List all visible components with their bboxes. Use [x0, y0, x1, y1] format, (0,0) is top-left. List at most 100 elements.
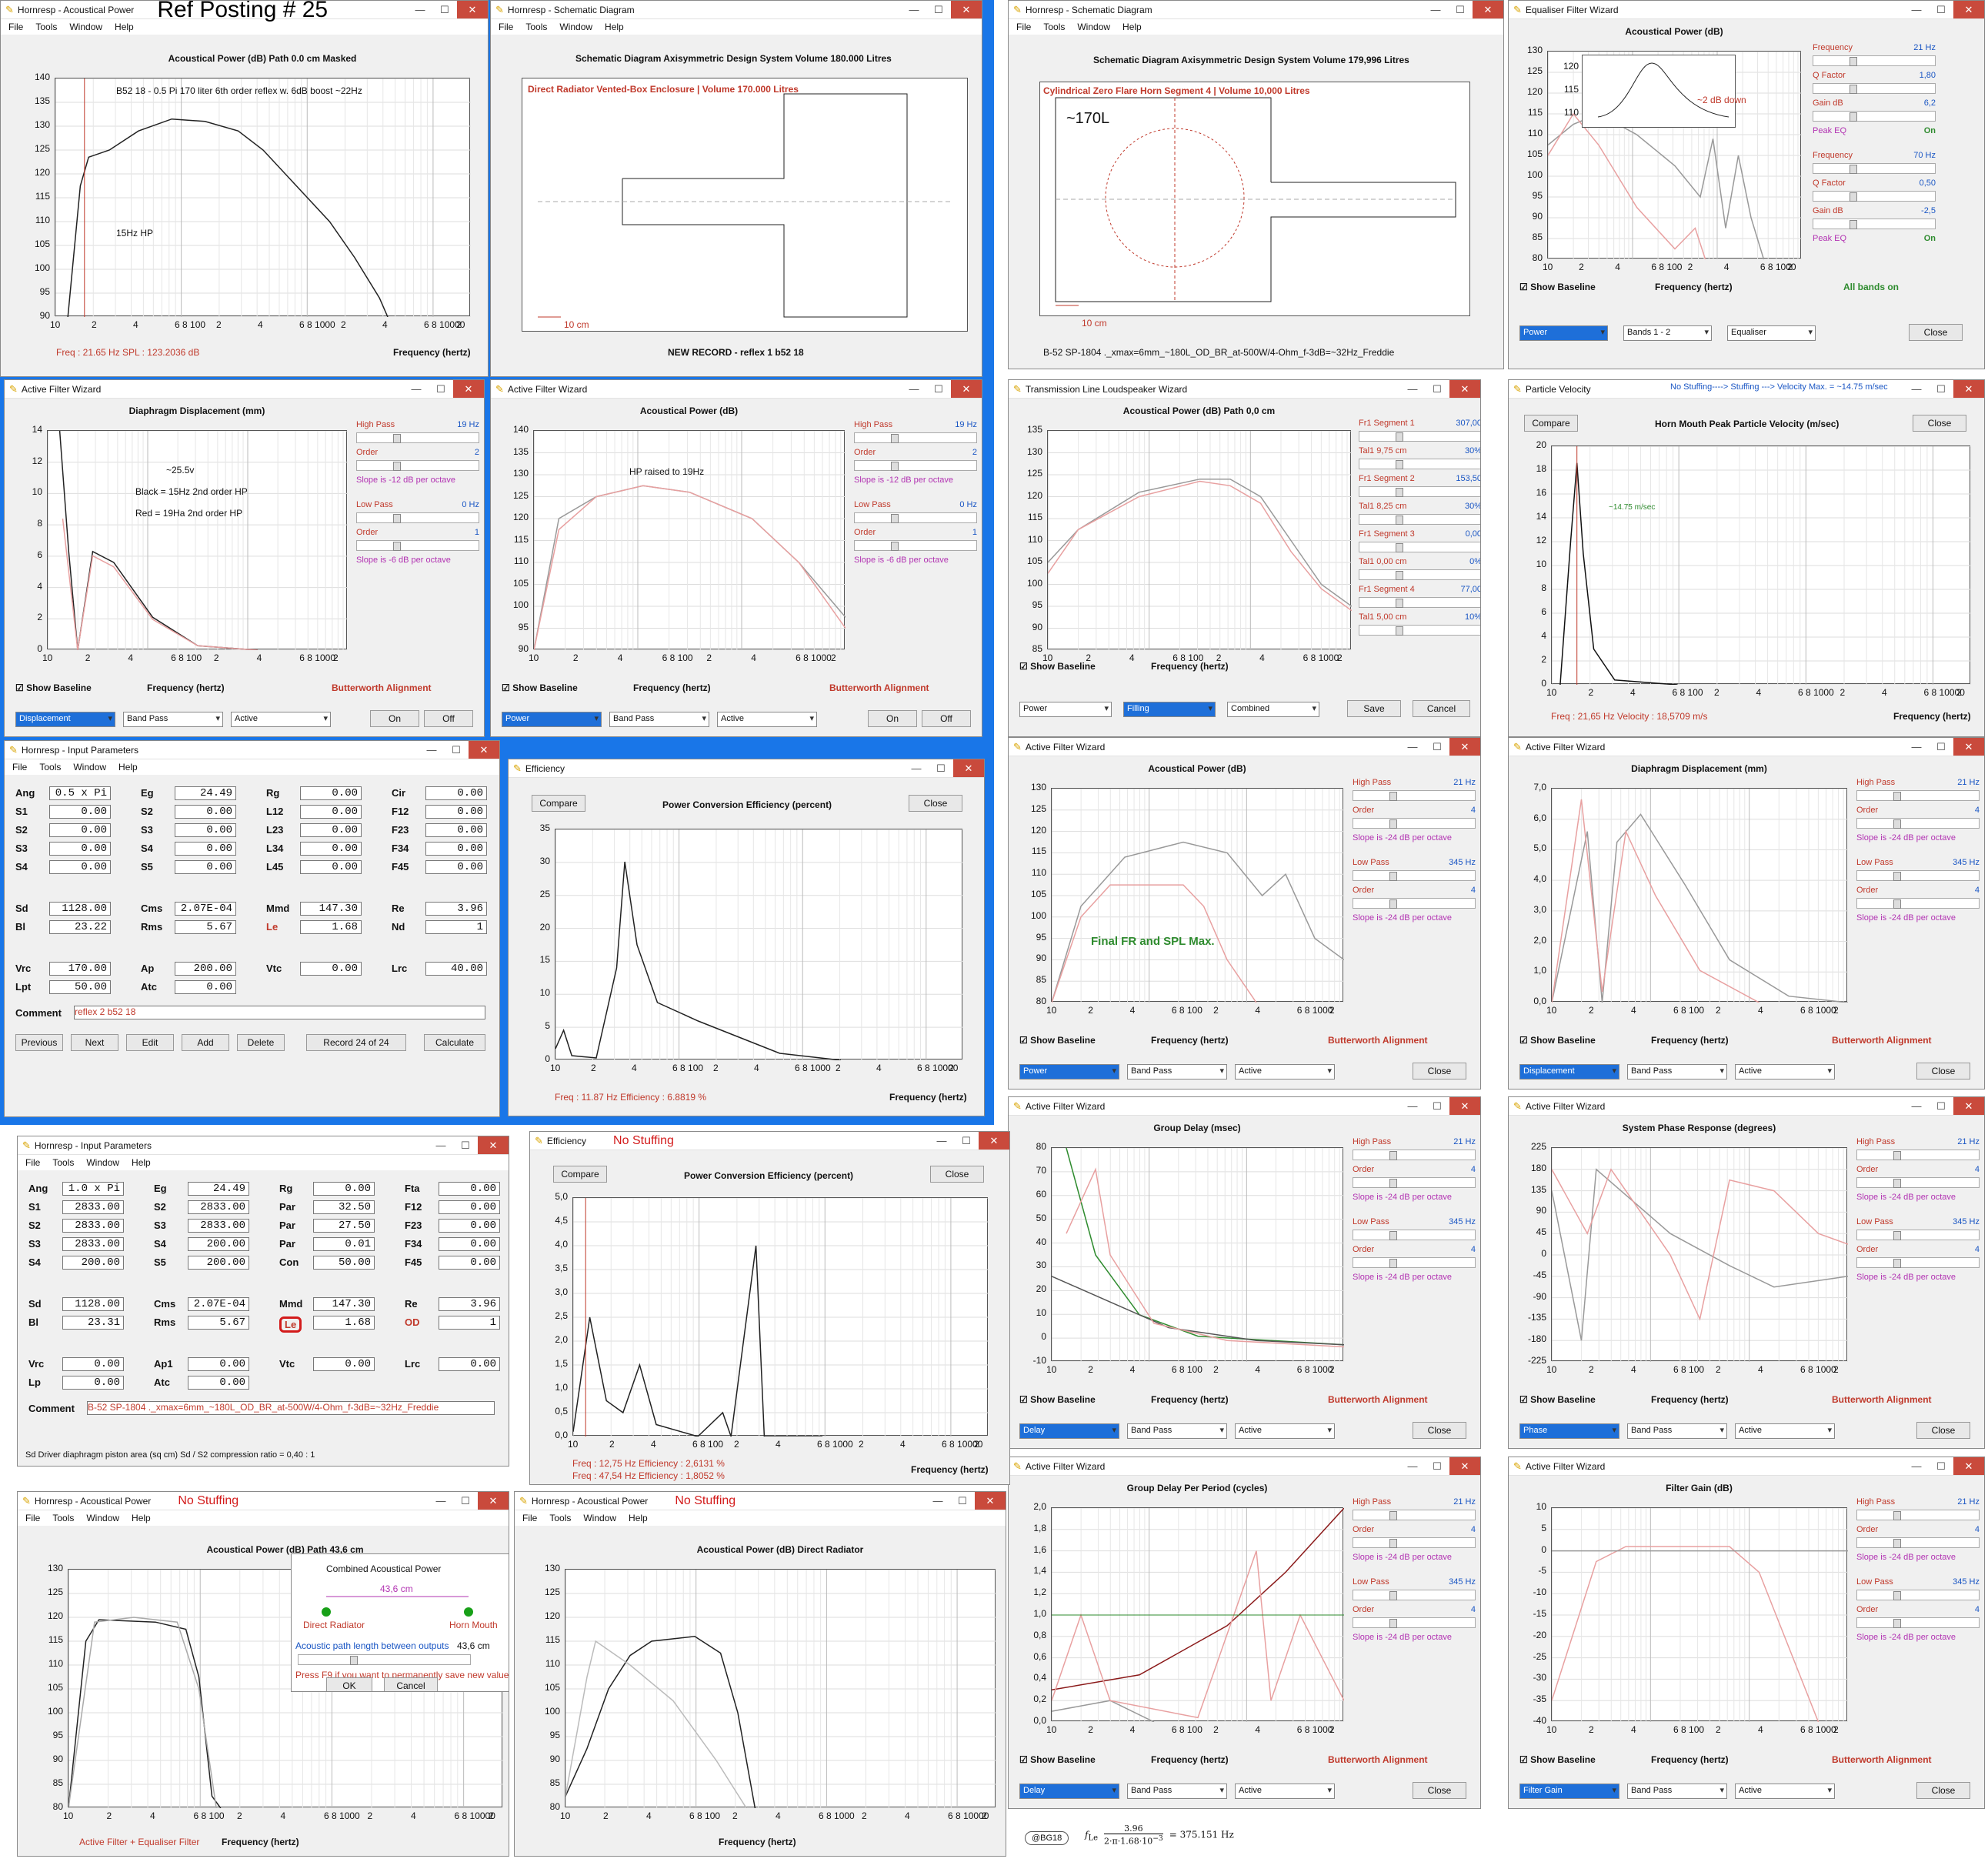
- param-field[interactable]: 0.00: [425, 860, 487, 874]
- param-field[interactable]: 0.00: [188, 1376, 249, 1390]
- dropdown-2[interactable]: Active: [1235, 1064, 1335, 1079]
- menu-item-file[interactable]: File: [12, 762, 28, 772]
- tl-slider[interactable]: [1359, 431, 1480, 442]
- dropdown-2[interactable]: Active: [1735, 1064, 1835, 1079]
- param-field[interactable]: 1.68: [313, 1316, 375, 1330]
- menu-item-help[interactable]: Help: [629, 1513, 648, 1523]
- dropdown-0[interactable]: Filter Gain: [1519, 1784, 1619, 1799]
- close-window-button[interactable]: ✕: [478, 1492, 509, 1510]
- order-slider[interactable]: [1353, 898, 1476, 909]
- menu-item-file[interactable]: File: [25, 1157, 41, 1168]
- comment-field[interactable]: reflex 2 b52 18: [74, 1006, 485, 1019]
- close-window-button[interactable]: ✕: [979, 1132, 1009, 1150]
- menu-item-file[interactable]: File: [1016, 22, 1032, 32]
- close-window-button[interactable]: ✕: [951, 380, 982, 398]
- menu-item-help[interactable]: Help: [605, 22, 624, 32]
- order-slider[interactable]: [1353, 1257, 1476, 1268]
- param-field[interactable]: 0.01: [313, 1237, 375, 1251]
- close-window-button[interactable]: ✕: [1449, 1457, 1480, 1475]
- show-baseline-checkbox[interactable]: ☑ Show Baseline: [15, 682, 92, 693]
- minimize-button[interactable]: —: [909, 4, 919, 15]
- show-baseline-checkbox[interactable]: ☑ Show Baseline: [502, 682, 578, 693]
- dropdown-2[interactable]: Active: [1735, 1784, 1835, 1799]
- close-window-button[interactable]: ✕: [1449, 1097, 1480, 1115]
- frequency-slider[interactable]: [1353, 870, 1476, 881]
- param-field[interactable]: 200.00: [188, 1237, 249, 1251]
- param-field[interactable]: 27.50: [313, 1219, 375, 1233]
- param-field[interactable]: 0.00: [425, 842, 487, 856]
- off-button[interactable]: Off: [922, 710, 971, 727]
- param-field[interactable]: 0.00: [300, 823, 362, 837]
- on-button[interactable]: On: [370, 710, 419, 727]
- order-slider[interactable]: [854, 540, 977, 551]
- menu-item-window[interactable]: Window: [86, 1513, 120, 1523]
- menu-item-window[interactable]: Window: [86, 1157, 120, 1168]
- dropdown-1[interactable]: Band Pass: [1127, 1064, 1227, 1079]
- param-field[interactable]: 0.00: [175, 805, 236, 819]
- close-button[interactable]: Close: [1909, 324, 1963, 341]
- param-field[interactable]: 2.07E-04: [188, 1297, 249, 1311]
- off-button[interactable]: Off: [424, 710, 473, 727]
- menu-item-help[interactable]: Help: [132, 1513, 151, 1523]
- dropdown-2[interactable]: Active: [1235, 1423, 1335, 1439]
- param-field[interactable]: 0.00: [425, 805, 487, 819]
- param-field[interactable]: 0.5 x Pi: [49, 786, 111, 800]
- frequency-slider[interactable]: [1856, 1590, 1980, 1600]
- close-window-button[interactable]: ✕: [1953, 1457, 1984, 1475]
- param-field[interactable]: 0.00: [49, 805, 111, 819]
- param-field[interactable]: 200.00: [62, 1256, 124, 1270]
- nav-button-4[interactable]: Delete: [237, 1034, 285, 1051]
- param-field[interactable]: 0.00: [175, 980, 236, 994]
- param-field[interactable]: 32.50: [313, 1200, 375, 1214]
- menu-item-tools[interactable]: Tools: [35, 22, 58, 32]
- menu-item-tools[interactable]: Tools: [39, 762, 62, 772]
- menu-item-file[interactable]: File: [8, 22, 24, 32]
- param-field[interactable]: 40.00: [425, 962, 487, 976]
- nav-button-2[interactable]: Edit: [126, 1034, 174, 1051]
- order-slider[interactable]: [1353, 1537, 1476, 1548]
- show-baseline-checkbox[interactable]: ☑ Show Baseline: [1519, 282, 1596, 292]
- maximize-button[interactable]: ☐: [958, 1494, 967, 1507]
- close-button[interactable]: Close: [1413, 1063, 1466, 1079]
- param-field[interactable]: 0.00: [300, 786, 362, 800]
- menu-item-tools[interactable]: Tools: [549, 1513, 572, 1523]
- eq-slider[interactable]: [1813, 111, 1936, 122]
- show-baseline-checkbox[interactable]: ☑ Show Baseline: [1519, 1394, 1596, 1405]
- order-slider[interactable]: [1856, 1537, 1980, 1548]
- param-field[interactable]: 0.00: [62, 1376, 124, 1390]
- tl-slider[interactable]: [1359, 569, 1480, 580]
- minimize-button[interactable]: —: [415, 4, 425, 15]
- eq-slider[interactable]: [1813, 163, 1936, 174]
- param-field[interactable]: 147.30: [300, 902, 362, 916]
- param-field[interactable]: 170.00: [49, 962, 111, 976]
- param-field[interactable]: 0.00: [49, 860, 111, 874]
- param-field[interactable]: 0.00: [49, 842, 111, 856]
- checkbox-icon[interactable]: ☑: [1019, 1394, 1031, 1405]
- path-length-slider[interactable]: [298, 1654, 471, 1665]
- maximize-button[interactable]: ☐: [461, 1494, 470, 1507]
- eq-slider[interactable]: [1813, 55, 1936, 66]
- frequency-slider[interactable]: [1353, 1150, 1476, 1160]
- param-field[interactable]: 0.00: [300, 842, 362, 856]
- close-window-button[interactable]: ✕: [1953, 1, 1984, 18]
- order-slider[interactable]: [1856, 1257, 1980, 1268]
- minimize-button[interactable]: —: [909, 383, 919, 395]
- maximize-button[interactable]: ☐: [440, 3, 449, 15]
- menu-item-tools[interactable]: Tools: [1043, 22, 1066, 32]
- minimize-button[interactable]: —: [435, 1140, 446, 1151]
- close-button[interactable]: Close: [1413, 1422, 1466, 1439]
- tl-slider[interactable]: [1359, 542, 1480, 552]
- minimize-button[interactable]: —: [426, 744, 437, 756]
- order-slider[interactable]: [1353, 1177, 1476, 1188]
- dropdown-1[interactable]: Band Pass: [1127, 1423, 1227, 1439]
- compare-button[interactable]: Compare: [1524, 415, 1578, 432]
- menu-item-help[interactable]: Help: [118, 762, 138, 772]
- maximize-button[interactable]: ☐: [1433, 1460, 1442, 1472]
- param-field[interactable]: 0.00: [439, 1219, 500, 1233]
- minimize-button[interactable]: —: [1407, 1100, 1418, 1112]
- param-field[interactable]: 2833.00: [188, 1219, 249, 1233]
- maximize-button[interactable]: ☐: [934, 3, 943, 15]
- nav-button-6[interactable]: Calculate: [424, 1034, 485, 1051]
- maximize-button[interactable]: ☐: [461, 1139, 470, 1151]
- param-field[interactable]: 23.22: [49, 920, 111, 934]
